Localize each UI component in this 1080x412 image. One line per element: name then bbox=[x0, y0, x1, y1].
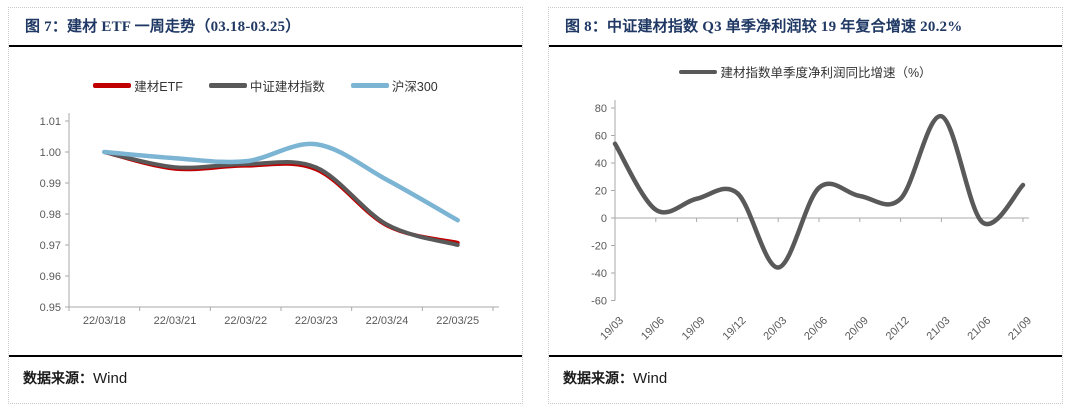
legend-label: 建材ETF bbox=[134, 80, 183, 94]
x-axis-tick-label: 22/03/22 bbox=[224, 315, 267, 327]
x-axis-tick-label: 21/09 bbox=[1006, 315, 1034, 343]
series-line bbox=[102, 150, 460, 247]
x-axis-tick-label: 20/09 bbox=[843, 315, 871, 343]
source-label: 数据来源： bbox=[563, 372, 633, 387]
x-axis-tick-label: 19/12 bbox=[721, 315, 749, 343]
source-value: Wind bbox=[633, 370, 668, 387]
y-axis-tick-label: 0.97 bbox=[40, 240, 61, 252]
x-axis-tick-label: 22/03/21 bbox=[154, 315, 197, 327]
figure-7-source-row: 数据来源：Wind bbox=[9, 355, 522, 399]
x-axis-tick-label: 21/03 bbox=[925, 315, 953, 343]
x-axis-tick-label: 22/03/23 bbox=[295, 315, 338, 327]
source-value: Wind bbox=[93, 370, 128, 387]
legend-line-swatch bbox=[679, 69, 718, 74]
y-axis-tick-label: 80 bbox=[595, 103, 607, 115]
legend-item: 中证建材指数 bbox=[208, 76, 325, 95]
x-axis-tick-label: 19/09 bbox=[680, 315, 708, 343]
x-axis-tick-label: 22/03/24 bbox=[366, 315, 409, 327]
y-axis-tick-label: 1.00 bbox=[40, 147, 61, 159]
x-axis-tick-label: 19/06 bbox=[639, 315, 667, 343]
series-line bbox=[612, 114, 1026, 270]
y-axis-tick-label: 0.99 bbox=[40, 178, 61, 190]
figure-panel-8: 图 8：中证建材指数 Q3 单季净利润较 19 年复合增速 20.2% -60-… bbox=[548, 7, 1063, 404]
figure-7-chart-svg: 0.95 0.96 0.97 0.98 0.99 1.00 1.01 22/03/18 22/0… bbox=[40, 113, 499, 327]
figure-8-chart-area: -60 -40 -20 0 20 40 60 80 19/03 19/06 19/09 19/12 20… bbox=[549, 47, 1062, 355]
y-axis-tick-label: -40 bbox=[591, 268, 607, 280]
x-axis-tick-label: 20/12 bbox=[884, 315, 912, 343]
legend-label: 沪深300 bbox=[391, 80, 438, 94]
y-axis-tick-label: -20 bbox=[591, 241, 607, 253]
figure-8-chart-svg: -60 -40 -20 0 20 40 60 80 19/03 19/06 19/09 19/12 20… bbox=[591, 100, 1034, 343]
figure-7-chart-area: 0.95 0.96 0.97 0.98 0.99 1.00 1.01 22/03/18 22/0… bbox=[9, 47, 522, 355]
y-axis-tick-label: -60 bbox=[591, 296, 607, 308]
source-label: 数据来源： bbox=[23, 372, 93, 387]
figure-panel-7: 图 7：建材 ETF 一周走势（03.18-03.25） 0.95 0.96 0.9… bbox=[8, 7, 523, 404]
figure-8-legend: 建材指数单季度净利润同比增速（%） bbox=[549, 62, 1062, 81]
y-axis-tick-label: 20 bbox=[595, 186, 607, 198]
legend-label: 建材指数单季度净利润同比增速（%） bbox=[720, 66, 932, 80]
figure-8-title: 图 8：中证建材指数 Q3 单季净利润较 19 年复合增速 20.2% bbox=[549, 8, 1062, 47]
y-axis-tick-label: 60 bbox=[595, 131, 607, 143]
y-axis-tick-label: 0.98 bbox=[40, 209, 61, 221]
legend-line-swatch bbox=[208, 83, 247, 88]
x-axis-tick-label: 20/06 bbox=[802, 315, 830, 343]
x-axis-tick-label: 22/03/18 bbox=[83, 315, 126, 327]
y-axis-tick-label: 40 bbox=[595, 158, 607, 170]
y-axis-tick-label: 0 bbox=[601, 213, 607, 225]
y-axis-tick-label: 0.96 bbox=[40, 271, 61, 283]
figure-8-source-row: 数据来源：Wind bbox=[549, 355, 1062, 399]
legend-label: 中证建材指数 bbox=[249, 80, 325, 94]
legend-item: 沪深300 bbox=[350, 76, 438, 95]
figure-7-legend: 建材ETF 中证建材指数 沪深300 bbox=[9, 76, 522, 95]
x-axis-tick-label: 20/03 bbox=[761, 315, 789, 343]
legend-item: 建材指数单季度净利润同比增速（%） bbox=[679, 62, 932, 81]
y-axis-tick-label: 0.95 bbox=[40, 302, 61, 314]
legend-line-swatch bbox=[93, 83, 132, 88]
y-axis-tick-label: 1.01 bbox=[40, 116, 61, 128]
x-axis-tick-label: 19/03 bbox=[598, 315, 626, 343]
legend-line-swatch bbox=[350, 83, 389, 88]
figure-7-title: 图 7：建材 ETF 一周走势（03.18-03.25） bbox=[9, 8, 522, 47]
x-axis-tick-label: 22/03/25 bbox=[436, 315, 479, 327]
series-line bbox=[102, 141, 460, 223]
legend-item: 建材ETF bbox=[93, 76, 183, 95]
x-axis-tick-label: 21/06 bbox=[965, 315, 993, 343]
